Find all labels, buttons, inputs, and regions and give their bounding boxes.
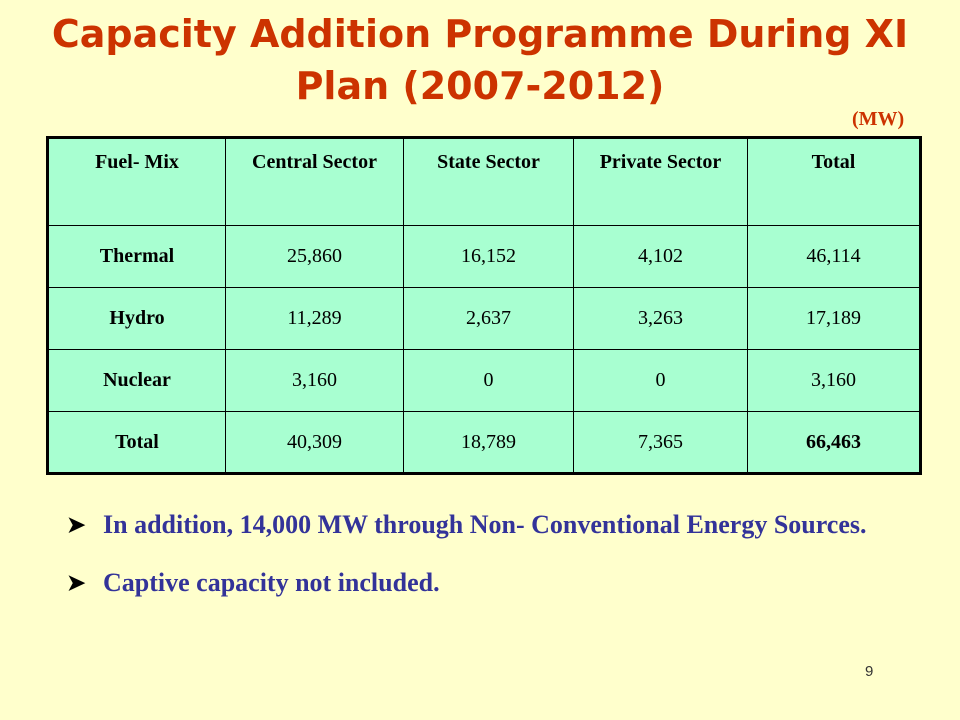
- column-header-state-sector: State Sector: [403, 137, 574, 226]
- table-cell: 25,860: [225, 225, 404, 288]
- notes-list: ➤ In addition, 14,000 MW through Non- Co…: [67, 505, 920, 621]
- table-cell: 3,160: [747, 349, 921, 412]
- note-item: ➤ Captive capacity not included.: [67, 563, 920, 603]
- column-header-fuel-mix: Fuel- Mix: [47, 137, 226, 226]
- table-cell: 18,789: [403, 411, 574, 474]
- row-label: Hydro: [47, 287, 226, 350]
- table-row-thermal: Thermal 25,860 16,152 4,102 46,114: [47, 225, 921, 288]
- table-header-row: Fuel- Mix Central Sector State Sector Pr…: [47, 137, 921, 226]
- note-text: In addition, 14,000 MW through Non- Conv…: [103, 510, 867, 539]
- note-item: ➤ In addition, 14,000 MW through Non- Co…: [67, 505, 920, 545]
- row-label: Nuclear: [47, 349, 226, 412]
- row-label: Total: [47, 411, 226, 474]
- table-cell: 0: [403, 349, 574, 412]
- table-cell: 11,289: [225, 287, 404, 350]
- table-cell: 3,263: [573, 287, 748, 350]
- table-cell: 17,189: [747, 287, 921, 350]
- table-row-nuclear: Nuclear 3,160 0 0 3,160: [47, 349, 921, 412]
- capacity-table: Fuel- Mix Central Sector State Sector Pr…: [46, 136, 922, 475]
- arrowhead-bullet-icon: ➤: [67, 570, 86, 595]
- column-header-total: Total: [747, 137, 921, 226]
- table-cell: 4,102: [573, 225, 748, 288]
- table-cell: 40,309: [225, 411, 404, 474]
- table-cell: 7,365: [573, 411, 748, 474]
- row-label: Thermal: [47, 225, 226, 288]
- arrowhead-bullet-icon: ➤: [67, 512, 86, 537]
- page-number: 9: [865, 663, 874, 680]
- slide-title: Capacity Addition Programme During XI Pl…: [51, 12, 909, 108]
- column-header-private-sector: Private Sector: [573, 137, 748, 226]
- table-cell: 2,637: [403, 287, 574, 350]
- table-cell: 46,114: [747, 225, 921, 288]
- unit-label: (MW): [852, 108, 905, 130]
- grand-total-cell: 66,463: [747, 411, 921, 474]
- column-header-central-sector: Central Sector: [225, 137, 404, 226]
- table-row-hydro: Hydro 11,289 2,637 3,263 17,189: [47, 287, 921, 350]
- table-cell: 16,152: [403, 225, 574, 288]
- table-cell: 0: [573, 349, 748, 412]
- table-cell: 3,160: [225, 349, 404, 412]
- table-row-total: Total 40,309 18,789 7,365 66,463: [47, 411, 921, 474]
- note-text: Captive capacity not included.: [103, 568, 440, 597]
